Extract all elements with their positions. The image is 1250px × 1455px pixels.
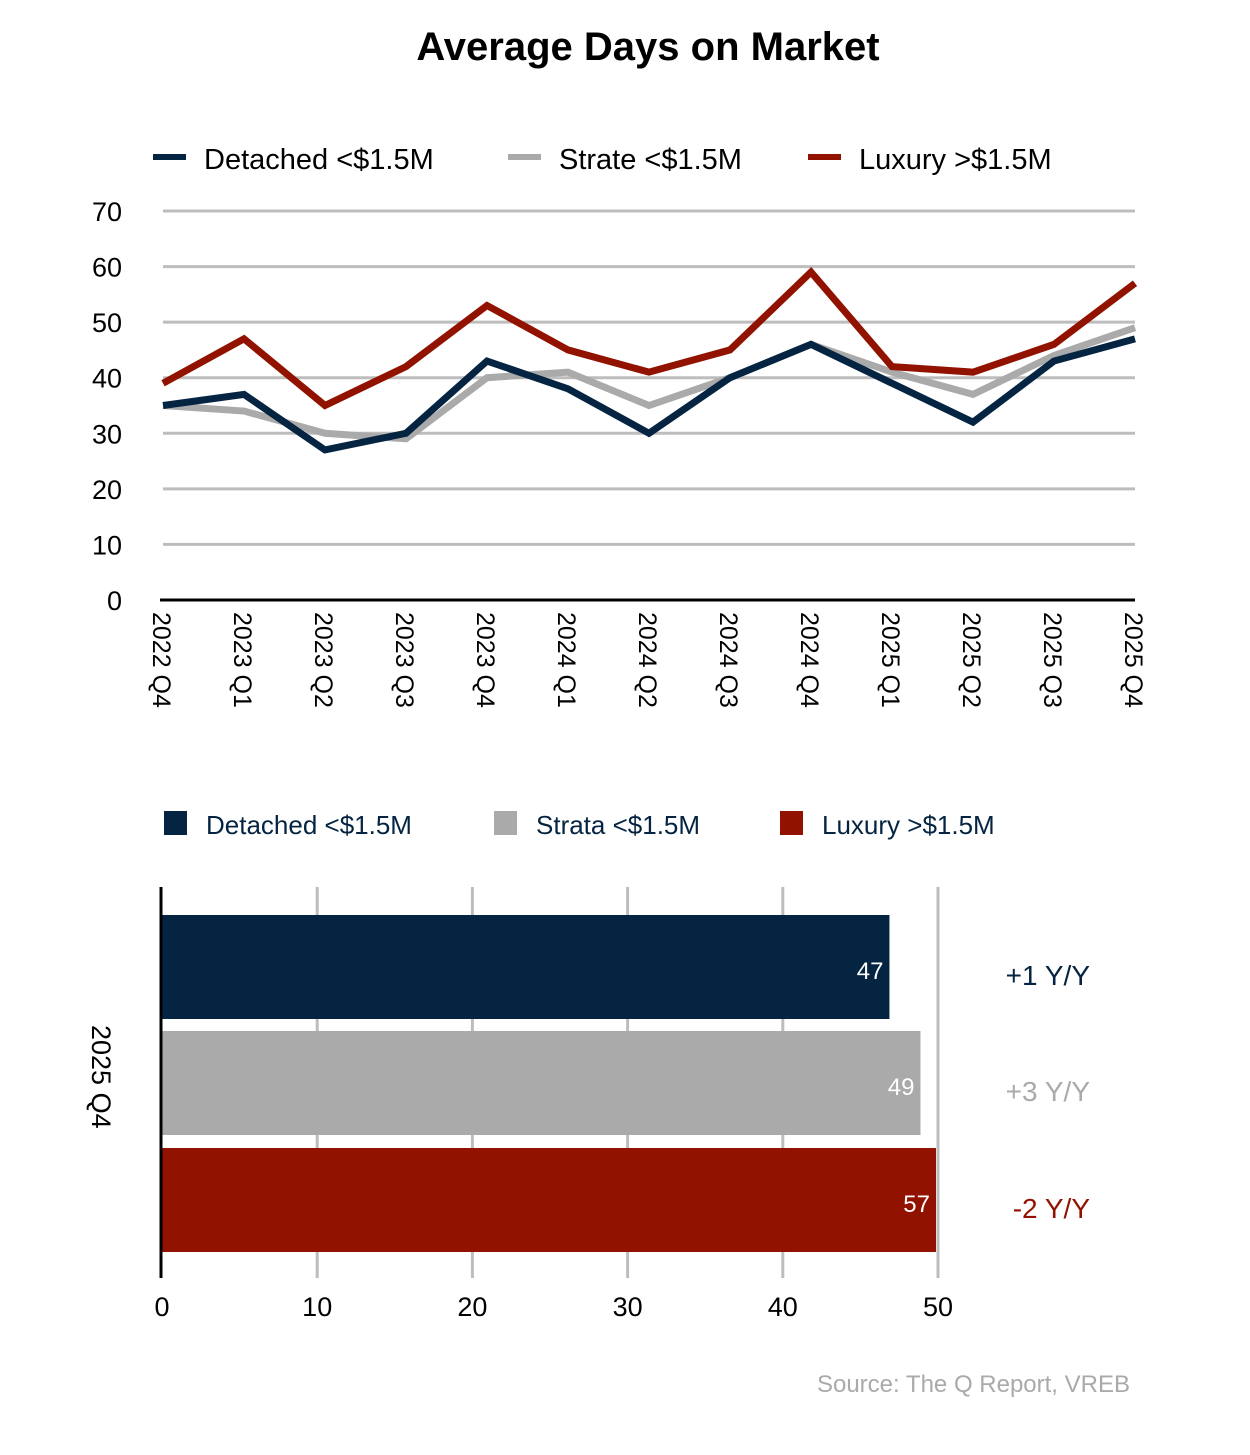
x-tick-label: 2025 Q4 — [1119, 612, 1147, 708]
y-tick-label: 60 — [92, 253, 122, 283]
category-label: 2025 Q4 — [86, 1025, 116, 1129]
bar-value-label: 49 — [888, 1074, 915, 1101]
legend-swatch — [780, 811, 803, 835]
bar-chart: 0 10 20 30 40 50 Detached <$1.5M Strata <$1.5M L… — [86, 810, 1090, 1322]
legend-swatch — [494, 811, 517, 835]
x-tick-label: 10 — [302, 1292, 332, 1322]
x-tick-label: 2025 Q1 — [876, 612, 904, 708]
bar-value-label: 57 — [903, 1191, 930, 1218]
series-line-0 — [162, 335, 1136, 454]
y-tick-label: 10 — [92, 530, 122, 560]
x-tick-label: 40 — [768, 1292, 798, 1322]
x-tick-label: 2025 Q2 — [957, 612, 985, 708]
y-tick-label: 20 — [92, 475, 122, 505]
legend-label: Luxury >$1.5M — [859, 144, 1052, 176]
yoy-label: -2 Y/Y — [1013, 1193, 1091, 1224]
legend-label: Strata <$1.5M — [536, 810, 700, 840]
x-tick-label: 2025 Q3 — [1038, 612, 1066, 708]
y-tick-label: 30 — [92, 419, 122, 449]
legend-label: Luxury >$1.5M — [822, 810, 995, 840]
bar-value-label: 47 — [857, 958, 884, 985]
x-tick-label: 0 — [154, 1292, 169, 1322]
legend-label: Strate <$1.5M — [559, 144, 742, 176]
x-tick-label: 2023 Q2 — [309, 612, 337, 708]
yoy-label: +3 Y/Y — [1006, 1076, 1091, 1107]
x-tick-label: 2024 Q4 — [795, 612, 823, 708]
x-tick-label: 20 — [457, 1292, 487, 1322]
bar-0 — [162, 915, 890, 1019]
y-tick-label: 40 — [92, 364, 122, 394]
x-tick-label: 2023 Q3 — [390, 612, 418, 708]
source-note: Source: The Q Report, VREB — [817, 1371, 1130, 1398]
chart-title: Average Days on Market — [416, 25, 879, 69]
series-line-2 — [161, 267, 1138, 410]
x-tick-label: 2024 Q1 — [552, 612, 580, 708]
line-chart: 0 10 20 30 40 50 60 70 2022 Q4 2023 Q1 2023 Q2 2023… — [92, 144, 1147, 708]
x-tick-label: 30 — [613, 1292, 643, 1322]
legend-label: Detached <$1.5M — [206, 810, 412, 840]
x-tick-label: 2023 Q4 — [471, 612, 499, 708]
x-tick-label: 2023 Q1 — [228, 612, 256, 708]
x-tick-label: 2024 Q3 — [714, 612, 742, 708]
x-tick-label: 2022 Q4 — [147, 612, 175, 708]
bar-1 — [162, 1031, 921, 1135]
x-tick-label: 2024 Q2 — [633, 612, 661, 708]
bar-2 — [162, 1148, 936, 1252]
y-tick-label: 50 — [92, 308, 122, 338]
series-line-1 — [162, 324, 1137, 443]
x-tick-label: 50 — [923, 1292, 953, 1322]
y-tick-label: 0 — [107, 586, 122, 616]
y-tick-label: 70 — [92, 197, 122, 227]
legend-label: Detached <$1.5M — [204, 144, 434, 176]
yoy-label: +1 Y/Y — [1006, 960, 1091, 991]
legend-swatch — [164, 811, 187, 835]
